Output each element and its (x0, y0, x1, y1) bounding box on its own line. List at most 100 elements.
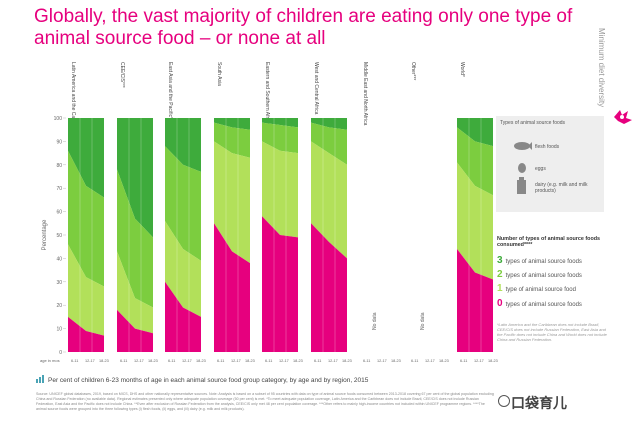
legend-eggs-label: eggs (535, 166, 546, 172)
age-label: 6-11 (265, 359, 272, 363)
band-two-types (68, 150, 104, 287)
band-one-type (117, 251, 153, 334)
y-tick-label: 40 (56, 256, 62, 262)
count-legend-3: 3 types of animal source foods (497, 255, 582, 266)
band-two-types (214, 122, 250, 158)
band-one-type (311, 141, 347, 259)
food-legend-title: Types of animal source foods (500, 120, 566, 126)
age-label: 6-11 (363, 359, 370, 363)
band-zero-types (68, 316, 104, 352)
age-label: 6-11 (71, 359, 78, 363)
age-label: 18-23 (488, 359, 498, 363)
region-label: Latin America and the Caribbean* (70, 62, 76, 137)
age-label: 12-17 (377, 359, 387, 363)
region-label: West and Central Africa (313, 62, 319, 115)
wechat-icon (498, 395, 510, 407)
age-label: 18-23 (293, 359, 303, 363)
band-three-types (311, 118, 347, 130)
band-two-types (165, 146, 201, 261)
age-label: 12-17 (231, 359, 241, 363)
band-three-types (262, 118, 298, 128)
age-label: 12-17 (279, 359, 289, 363)
count-legend-title: Number of types of animal source foods c… (497, 236, 601, 248)
age-label: 18-23 (196, 359, 206, 363)
band-zero-types (262, 216, 298, 352)
legend-flesh-label: flesh foods (535, 144, 560, 150)
region-label: Other*** (410, 62, 416, 80)
band-one-type (262, 141, 298, 238)
age-label: 6-11 (120, 359, 127, 363)
region-label: Eastern and Southern Africa (264, 62, 270, 125)
age-label: 12-17 (85, 359, 95, 363)
band-two-types (262, 122, 298, 154)
age-label: 12-17 (328, 359, 338, 363)
age-label: 6-11 (168, 359, 175, 363)
chart-caption: Per cent of children 6-23 months of age … (48, 377, 369, 384)
band-three-types (165, 118, 201, 172)
y-tick-label: 10 (56, 327, 62, 333)
band-three-types (117, 118, 153, 238)
band-three-types (457, 118, 493, 147)
band-one-type (457, 162, 493, 280)
band-one-type (165, 220, 201, 317)
count-legend-0: 0 types of animal source foods (497, 298, 582, 309)
count-legend-2: 2 types of animal source foods (497, 269, 582, 280)
egg-icon (518, 163, 526, 173)
age-label: 6-11 (217, 359, 224, 363)
region-label: Middle East and North Africa (362, 62, 368, 126)
age-label: 18-23 (99, 359, 109, 363)
region-label: East Asia and the Pacific* (167, 62, 173, 119)
food-legend-box (496, 116, 604, 212)
age-label: 12-17 (474, 359, 484, 363)
age-label: 18-23 (342, 359, 352, 363)
band-zero-types (165, 281, 201, 352)
y-tick-label: 30 (56, 280, 62, 286)
watermark-text: 口袋育儿 (511, 395, 567, 411)
age-label: 12-17 (425, 359, 435, 363)
y-tick-label: 20 (56, 303, 62, 309)
band-three-types (214, 118, 250, 130)
band-two-types (457, 127, 493, 196)
age-label: 12-17 (182, 359, 192, 363)
band-two-types (117, 169, 153, 308)
sticker-icon (614, 110, 632, 124)
y-tick-label: 100 (54, 116, 63, 122)
age-label: 6-11 (314, 359, 321, 363)
age-label: 6-11 (460, 359, 467, 363)
age-label: 18-23 (391, 359, 401, 363)
band-zero-types (311, 223, 347, 352)
legend-dairy-label: dairy (e.g. milk and milk products) (535, 182, 588, 194)
flesh-food-icon (514, 142, 532, 150)
band-one-type (68, 244, 104, 336)
band-zero-types (117, 309, 153, 352)
age-label: 18-23 (148, 359, 158, 363)
y-tick-label: 60 (56, 210, 62, 216)
milk-icon (517, 177, 526, 194)
region-label: World* (459, 62, 465, 77)
y-tick-label: 70 (56, 186, 62, 192)
bar-chart-icon (36, 375, 44, 383)
y-tick-label: 90 (56, 139, 62, 145)
region-label: CEE/CIS*** (119, 62, 125, 88)
age-label: 18-23 (245, 359, 255, 363)
region-note: *Latin America and the Caribbean does no… (497, 322, 607, 342)
count-legend-1: 1 type of animal source food (497, 283, 576, 294)
y-tick-label: 80 (56, 163, 62, 169)
band-zero-types (214, 223, 250, 352)
page-title: Globally, the vast majority of children … (34, 6, 573, 49)
no-data-label: No data (420, 312, 426, 330)
band-two-types (311, 122, 347, 165)
age-label: 6-11 (411, 359, 418, 363)
food-icons (514, 142, 532, 194)
age-label: 18-23 (439, 359, 449, 363)
band-zero-types (457, 249, 493, 352)
age-label: 12-17 (134, 359, 144, 363)
age-row-label: age in mos (40, 358, 60, 363)
source-notes: Source: UNICEF global databases, 2019, b… (36, 392, 494, 411)
band-three-types (68, 118, 104, 198)
band-one-type (214, 141, 250, 264)
no-data-label: No data (372, 312, 378, 330)
y-tick-label: 0 (59, 350, 62, 356)
y-tick-label: 50 (56, 233, 62, 239)
